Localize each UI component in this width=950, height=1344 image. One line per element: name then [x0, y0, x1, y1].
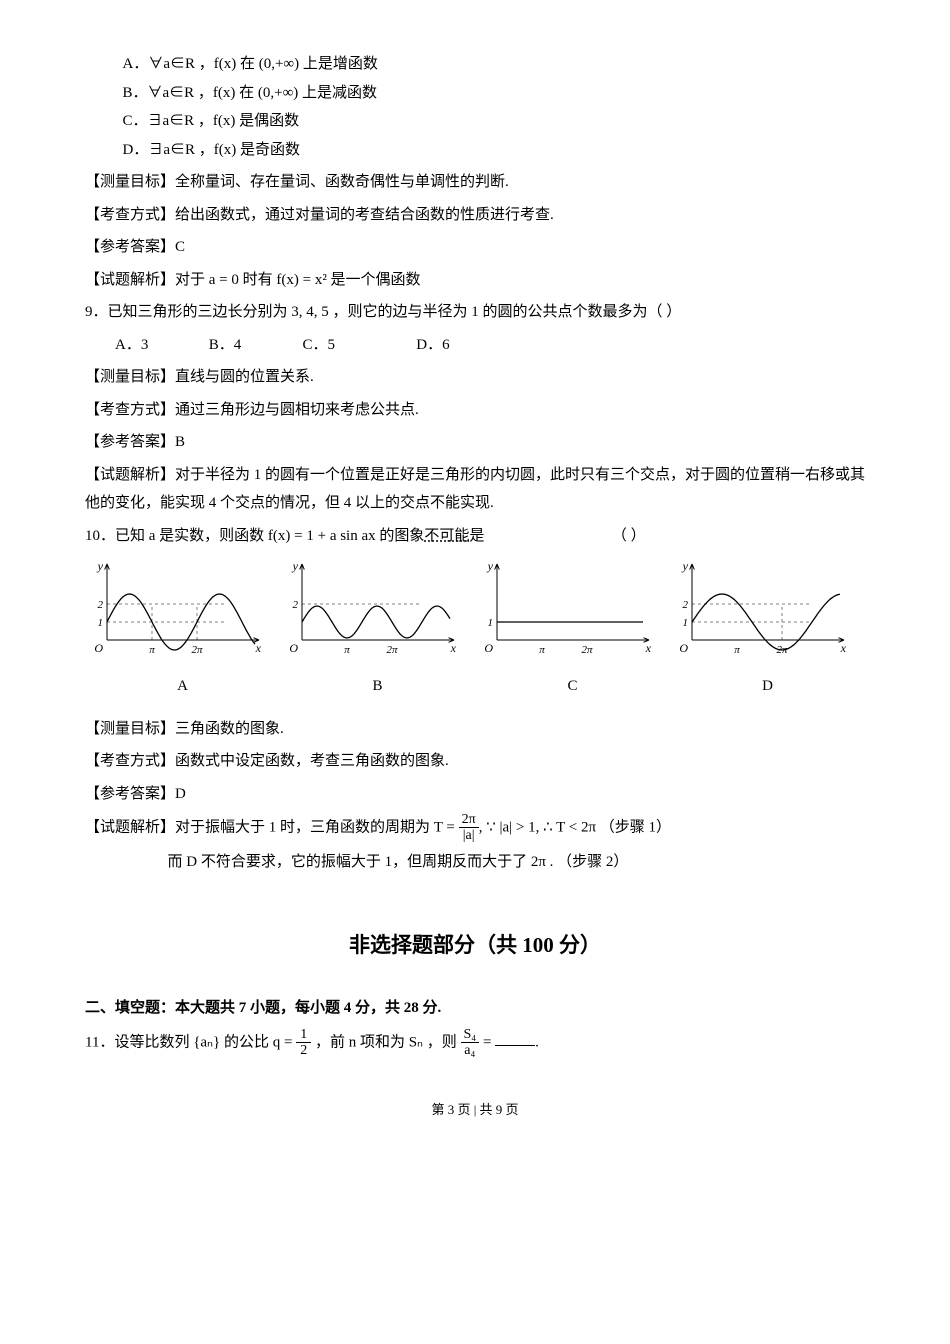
q9-measure: 【测量目标】直线与圆的位置关系.	[85, 363, 865, 392]
q9-options: A．3 B．4 C．5 D．6	[115, 331, 865, 360]
q8-measure: 【测量目标】全称量词、存在量词、函数奇偶性与单调性的判断.	[85, 168, 865, 197]
q11-d: .	[535, 1034, 539, 1050]
q9-method: 【考查方式】通过三角形边与圆相切来考虑公共点.	[85, 396, 865, 425]
q10-frac-top: 2π	[459, 812, 479, 828]
q9-option-a: A．3	[115, 331, 205, 360]
svg-text:x: x	[450, 641, 457, 655]
svg-text:O: O	[679, 641, 688, 655]
q11-b: ，前 n 项和为 Sₙ ，则	[311, 1034, 460, 1050]
q8-option-d: D．∃a∈R ，f(x) 是奇函数	[123, 136, 866, 165]
svg-text:π: π	[539, 644, 545, 656]
q9-stem: 9．已知三角形的三边长分别为 3, 4, 5 ，则它的边与半径为 1 的圆的公共…	[85, 298, 865, 327]
q10-stem-c: 是	[469, 528, 484, 544]
q10-chart-labels: A B C D	[85, 672, 865, 701]
svg-text:1: 1	[98, 617, 104, 629]
svg-text:y: y	[292, 559, 299, 573]
svg-text:π: π	[734, 644, 740, 656]
section2-title: 非选择题部分（共 100 分）	[85, 926, 865, 966]
q10-charts: yxO12π2πyxO2π2πyxO1π2πyxO12π2π	[85, 558, 865, 668]
q8-option-b: B．∀a∈R ，f(x) 在 (0,+∞) 上是减函数	[123, 79, 866, 108]
q9-option-d: D．6	[416, 331, 449, 360]
q11-blank	[495, 1030, 535, 1046]
q8-solution: 【试题解析】对于 a = 0 时有 f(x) = x² 是一个偶函数	[85, 266, 865, 295]
chart-panel-2: y x O 1 π 2π	[475, 558, 670, 668]
svg-text:y: y	[682, 559, 689, 573]
chart-panel-3: yxO12π2π	[670, 558, 865, 668]
svg-text:2π: 2π	[386, 644, 398, 656]
svg-text:O: O	[289, 641, 298, 655]
svg-text:2: 2	[683, 599, 689, 611]
q11-frac1-top: 1	[296, 1027, 311, 1043]
q10-stem: 10．已知 a 是实数，则函数 f(x) = 1 + a sin ax 的图象不…	[85, 522, 865, 551]
q10-label-b: B	[280, 672, 475, 701]
q11-stem: 11．设等比数列 {aₙ} 的公比 q = 1 2 ，前 n 项和为 Sₙ ，则…	[85, 1027, 865, 1059]
q10-label-a: A	[85, 672, 280, 701]
section2-heading: 二、填空题：本大题共 7 小题，每小题 4 分，共 28 分.	[85, 994, 865, 1023]
q11-c: =	[479, 1034, 495, 1050]
q10-stem-b: 不可能	[424, 528, 469, 544]
svg-text:2π: 2π	[581, 644, 593, 656]
q10-sol1-a: 【试题解析】对于振幅大于 1 时，三角函数的周期为 T =	[85, 819, 459, 835]
chart-panel-0: yxO12π2π	[85, 558, 280, 668]
svg-text:x: x	[840, 641, 847, 655]
q10-method: 【考查方式】函数式中设定函数，考查三角函数的图象.	[85, 747, 865, 776]
q10-sol1-b: , ∵ |a| > 1, ∴ T < 2π （步骤 1）	[479, 819, 671, 835]
svg-text:2π: 2π	[776, 644, 788, 656]
svg-text:y: y	[487, 559, 494, 573]
q9-option-b: B．4	[209, 331, 299, 360]
q8-method: 【考查方式】给出函数式，通过对量词的考查结合函数的性质进行考查.	[85, 201, 865, 230]
q10-solution1: 【试题解析】对于振幅大于 1 时，三角函数的周期为 T = 2π |a| , ∵…	[85, 812, 865, 844]
q8-answer: 【参考答案】C	[85, 233, 865, 262]
svg-text:2: 2	[98, 599, 104, 611]
q10-measure: 【测量目标】三角函数的图象.	[85, 715, 865, 744]
svg-text:x: x	[255, 641, 262, 655]
svg-text:y: y	[97, 559, 104, 573]
page-footer: 第 3 页 | 共 9 页	[85, 1098, 865, 1123]
svg-text:2: 2	[293, 599, 299, 611]
q10-paren: （ ）	[612, 528, 646, 544]
q10-solution2: 而 D 不符合要求，它的振幅大于 1，但周期反而大于了 2π . （步骤 2）	[168, 848, 866, 877]
q10-stem-a: 10．已知 a 是实数，则函数 f(x) = 1 + a sin ax 的图象	[85, 528, 424, 544]
svg-text:2π: 2π	[191, 644, 203, 656]
svg-text:x: x	[645, 641, 652, 655]
svg-text:O: O	[94, 641, 103, 655]
q10-answer: 【参考答案】D	[85, 780, 865, 809]
q9-answer: 【参考答案】B	[85, 428, 865, 457]
q9-option-c: C．5	[303, 331, 413, 360]
q8-option-c: C．∃a∈R ，f(x) 是偶函数	[123, 107, 866, 136]
svg-text:1: 1	[683, 617, 689, 629]
svg-text:π: π	[149, 644, 155, 656]
q11-a: 11．设等比数列 {aₙ} 的公比 q =	[85, 1034, 296, 1050]
svg-text:π: π	[344, 644, 350, 656]
chart-panel-1: yxO2π2π	[280, 558, 475, 668]
q11-frac1-bot: 2	[296, 1043, 311, 1058]
q11-frac2-bot: a₄	[461, 1043, 480, 1058]
q10-frac-bot: |a|	[459, 828, 479, 843]
q11-frac2-top: S₄	[461, 1027, 480, 1043]
q9-solution: 【试题解析】对于半径为 1 的圆有一个位置是正好是三角形的内切圆，此时只有三个交…	[85, 461, 865, 518]
q10-label-c: C	[475, 672, 670, 701]
svg-text:O: O	[484, 641, 493, 655]
svg-text:1: 1	[488, 617, 494, 629]
q8-option-a: A．∀a∈R ，f(x) 在 (0,+∞) 上是增函数	[123, 50, 866, 79]
q10-label-d: D	[670, 672, 865, 701]
